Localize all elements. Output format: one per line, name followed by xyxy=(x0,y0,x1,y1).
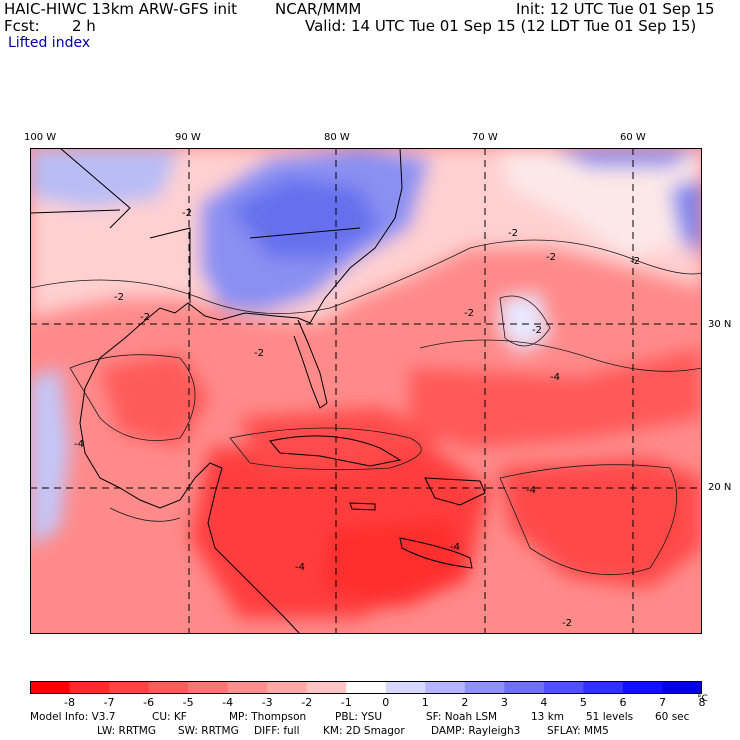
contour-lines xyxy=(30,239,702,576)
contour-label: -4 xyxy=(450,542,460,553)
colorbar-swatch xyxy=(188,681,229,694)
lon-label-90w: 90 W xyxy=(175,132,201,143)
contour-labels: -2 -2 -2 -2 -2 -2 -2 -2 -4 -4 -4 -4 -4 -… xyxy=(74,208,640,629)
colorbar-swatch xyxy=(385,681,426,694)
lat-label-20n: 20 N xyxy=(708,482,732,493)
lat-lon-grid xyxy=(30,148,702,634)
model-info-item: KM: 2D Smagor xyxy=(323,725,405,737)
colorbar-tick-label: -1 xyxy=(340,696,352,709)
colorbar-tick-label: -3 xyxy=(261,696,273,709)
colorbar-swatch xyxy=(148,681,189,694)
lifted-index-shading xyxy=(30,148,702,634)
model-info-item: Model Info: V3.7 xyxy=(30,711,116,723)
contour-label: -2 xyxy=(140,312,150,323)
forecast-label: Fcst: xyxy=(4,17,40,35)
model-info-item: PBL: YSU xyxy=(335,711,383,723)
colorbar-swatch xyxy=(425,681,466,694)
lifted-index-map: -2 -2 -2 -2 -2 -2 -2 -2 -4 -4 -4 -4 -4 -… xyxy=(30,148,702,634)
map-frame xyxy=(30,148,702,634)
contour-label: -2 xyxy=(508,228,518,239)
contour-label: -2 xyxy=(532,325,542,336)
lon-label-80w: 80 W xyxy=(324,132,350,143)
colorbar-swatch xyxy=(109,681,150,694)
model-info-item: 13 km xyxy=(531,711,565,723)
colorbar-swatch xyxy=(543,681,584,694)
colorbar-frame xyxy=(30,681,702,694)
colorbar-swatch xyxy=(583,681,624,694)
colorbar-tick-label: -5 xyxy=(182,696,194,709)
colorbar-tick-label: 2 xyxy=(461,696,469,709)
lon-label-100w: 100 W xyxy=(24,132,57,143)
model-title: HAIC-HIWC 13km ARW-GFS init xyxy=(4,0,238,18)
contour-label: -2 xyxy=(464,308,474,319)
colorbar-tick-label: -7 xyxy=(103,696,115,709)
contour-label: -2 xyxy=(254,348,264,359)
contour-label: -2 xyxy=(562,618,572,629)
colorbar-tick-label: 6 xyxy=(619,696,627,709)
contour-label: -4 xyxy=(74,439,84,450)
colorbar-swatch xyxy=(346,681,387,694)
organization-label: NCAR/MMM xyxy=(275,0,362,18)
colorbar-swatch xyxy=(662,681,702,694)
colorbar-tick-label: 0 xyxy=(382,696,390,709)
model-info-item: MP: Thompson xyxy=(229,711,307,723)
colorbar-tick-label: 4 xyxy=(540,696,548,709)
lat-label-30n: 30 N xyxy=(708,319,732,330)
colorbar-tick-label: 8 xyxy=(698,696,706,709)
coastlines xyxy=(30,148,486,634)
field-name: Lifted index xyxy=(8,35,91,51)
model-info-item: CU: KF xyxy=(152,711,187,723)
colorbar-swatch xyxy=(306,681,347,694)
colorbar-swatch xyxy=(267,681,308,694)
colorbar-swatch xyxy=(69,681,110,694)
lon-label-60w: 60 W xyxy=(620,132,646,143)
model-info-item: 51 levels xyxy=(586,711,634,723)
colorbar-tick-label: -6 xyxy=(143,696,155,709)
colorbar-tick-label: 5 xyxy=(579,696,587,709)
colorbar-tick-label: -8 xyxy=(64,696,75,709)
forecast-hour: 2 h xyxy=(72,17,96,35)
contour-label: -4 xyxy=(550,372,560,383)
lon-label-70w: 70 W xyxy=(472,132,498,143)
colorbar-tick-label: -4 xyxy=(222,696,234,709)
model-info-item: SW: RRTMG xyxy=(178,725,239,737)
colorbar xyxy=(30,681,702,694)
colorbar-unit: °C xyxy=(697,694,708,704)
colorbar-tick-label: -2 xyxy=(301,696,313,709)
contour-label: -4 xyxy=(526,485,536,496)
colorbar-swatch xyxy=(30,681,71,694)
colorbar-swatch xyxy=(622,681,663,694)
model-info-item: LW: RRTMG xyxy=(97,725,156,737)
model-info-item: DAMP: Rayleigh3 xyxy=(431,725,521,737)
colorbar-tick-label: 3 xyxy=(500,696,508,709)
init-time: Init: 12 UTC Tue 01 Sep 15 xyxy=(516,0,715,18)
model-info-item: 60 sec xyxy=(655,711,690,723)
model-info-item: SFLAY: MM5 xyxy=(547,725,609,737)
contour-label: -2 xyxy=(546,252,556,263)
colorbar-swatch xyxy=(464,681,505,694)
colorbar-tick-label: 1 xyxy=(421,696,429,709)
contour-label: -4 xyxy=(295,562,305,573)
contour-label: -2 xyxy=(630,256,640,267)
contour-label: -2 xyxy=(182,208,192,219)
model-info-item: DIFF: full xyxy=(254,725,300,737)
colorbar-swatch xyxy=(227,681,268,694)
model-info-item: SF: Noah LSM xyxy=(426,711,498,723)
colorbar-tick-label: 7 xyxy=(658,696,666,709)
contour-label: -2 xyxy=(114,292,124,303)
valid-time: Valid: 14 UTC Tue 01 Sep 15 (12 LDT Tue … xyxy=(305,17,697,35)
colorbar-swatch xyxy=(504,681,545,694)
